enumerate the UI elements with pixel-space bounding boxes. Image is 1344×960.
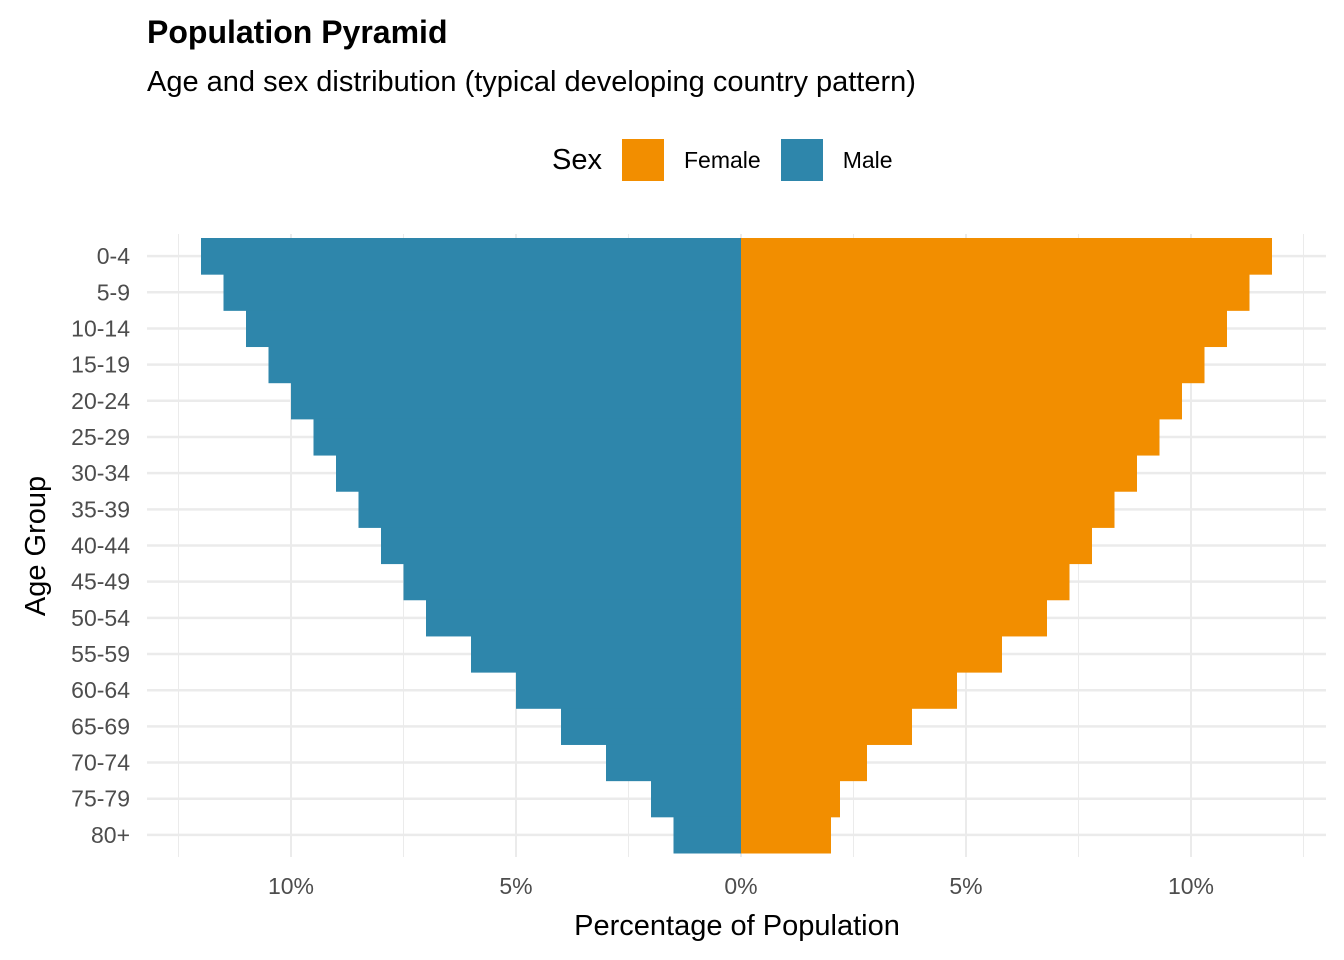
y-tick-label: 35-39 [71,496,130,522]
y-tick-label: 5-9 [97,279,130,305]
bar-female-30-34 [741,455,1137,492]
bar-male-30-34 [336,455,741,492]
legend-title: Sex [552,143,602,176]
x-tick-label: 0% [724,873,757,899]
y-axis-tick-labels: 0-4 5-9 10-14 15-19 20-24 25-29 30-34 35-39 40-4… [71,243,130,848]
legend-item-male: Male [780,139,893,181]
bar-female-5-9 [741,274,1250,311]
legend: Sex Female Male [552,138,913,182]
y-tick-label: 75-79 [71,786,130,812]
bar-male-15-19 [268,346,741,384]
legend-item-female: Female [621,139,761,181]
y-tick-label: 80+ [91,822,130,848]
y-tick-label: 50-54 [71,605,130,631]
y-tick-label: 15-19 [71,352,130,378]
bar-male-45-49 [403,563,741,601]
chart-subtitle: Age and sex distribution (typical develo… [147,66,916,98]
bar-male-5-9 [223,274,741,311]
bar-male-80+ [673,816,741,854]
bar-male-20-24 [291,382,741,420]
x-tick-label: 5% [949,873,982,899]
bar-male-10-14 [246,310,741,348]
bar-female-10-14 [741,310,1227,348]
y-tick-label: 65-69 [71,713,130,739]
bar-male-65-69 [561,708,741,745]
bar-male-60-64 [516,672,741,709]
bars [201,238,1272,854]
y-tick-label: 40-44 [71,533,130,559]
bar-male-50-54 [426,599,741,637]
x-tick-label: 10% [1168,873,1214,899]
y-tick-label: 70-74 [71,750,130,776]
bar-female-45-49 [741,563,1070,601]
x-axis-tick-labels: 10% 5% 0% 5% 10% [268,873,1214,899]
y-axis-title: Age Group [20,476,52,616]
bar-female-75-79 [741,780,840,818]
y-tick-label: 60-64 [71,677,130,703]
x-tick-label: 5% [499,873,532,899]
y-tick-label: 20-24 [71,388,130,414]
bar-male-35-39 [358,491,741,528]
x-tick-label: 10% [268,873,314,899]
y-tick-label: 10-14 [71,315,130,341]
y-tick-label: 45-49 [71,569,130,595]
y-tick-label: 25-29 [71,424,130,450]
chart-title: Population Pyramid [147,14,448,50]
bar-female-0-4 [741,238,1272,275]
bar-male-25-29 [313,418,741,456]
bar-female-65-69 [741,708,912,745]
bar-male-40-44 [381,527,741,565]
legend-swatch-female [621,139,664,181]
bar-female-55-59 [741,635,1002,673]
bar-female-60-64 [741,672,957,709]
bar-male-75-79 [651,780,741,818]
bar-female-35-39 [741,491,1115,528]
bar-male-55-59 [471,635,741,673]
bar-female-80+ [741,816,831,854]
bar-female-40-44 [741,527,1092,565]
bar-female-20-24 [741,382,1182,420]
y-tick-label: 30-34 [71,460,130,486]
bar-male-0-4 [201,238,741,275]
bar-female-50-54 [741,599,1047,637]
y-tick-label: 55-59 [71,641,130,667]
bar-female-15-19 [741,346,1205,384]
legend-label-male: Male [842,146,893,173]
legend-label-female: Female [683,146,761,173]
bar-male-70-74 [606,744,741,782]
legend-swatch-male [780,139,823,181]
bar-female-70-74 [741,744,867,782]
x-axis-title: Percentage of Population [574,910,900,942]
bar-female-25-29 [741,418,1160,456]
y-tick-label: 0-4 [97,243,130,269]
